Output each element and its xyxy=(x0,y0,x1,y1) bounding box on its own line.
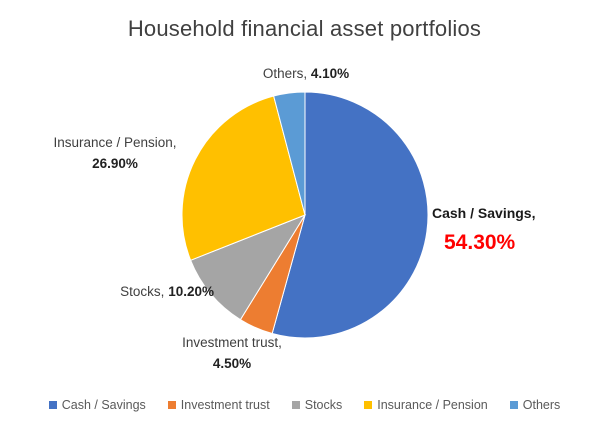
pie-chart-graphic xyxy=(182,92,428,338)
chart-title: Household financial asset portfolios xyxy=(127,16,482,41)
legend-item-label: Cash / Savings xyxy=(61,398,146,412)
pie-label-others-value: 4.10% xyxy=(310,66,350,81)
legend-item-label: Stocks xyxy=(304,398,343,412)
legend-swatch-icon xyxy=(48,401,57,409)
pie-label-insurance-pension-name: Insurance / Pension, xyxy=(53,135,177,150)
legend-item-cash-savings[interactable]: Cash / Savings xyxy=(48,398,146,412)
legend-swatch-icon xyxy=(509,401,518,409)
pie-label-investment-trust-name: Investment trust, xyxy=(182,335,282,350)
legend-swatch-icon xyxy=(291,401,300,409)
pie-label-insurance-pension-value: 26.90% xyxy=(92,155,138,171)
pie-slice-others xyxy=(273,92,306,216)
pie-label-cash-savings: Cash / Savings, 54.30% xyxy=(432,203,604,259)
pie-label-cash-savings-value: 54.30% xyxy=(444,230,516,254)
pie-label-stocks: Stocks, 10.20% xyxy=(74,282,214,303)
pie-label-investment-trust-value: 4.50% xyxy=(212,355,252,371)
pie-label-stocks-name: Stocks, xyxy=(120,284,165,299)
legend-swatch-icon xyxy=(364,401,373,409)
legend-item-label: Others xyxy=(522,398,561,412)
pie-label-others: Others, 4.10% xyxy=(218,64,394,85)
legend-item-label: Insurance / Pension xyxy=(377,398,488,412)
legend-swatch-icon xyxy=(167,401,176,409)
pie-label-stocks-value: 10.20% xyxy=(168,284,214,299)
chart-legend: Cash / Savings Investment trust Stocks Insu… xyxy=(0,398,609,412)
pie-label-cash-savings-name: Cash / Savings, xyxy=(432,205,536,221)
pie-slice-cash-savings xyxy=(271,92,428,338)
pie-slice-stocks xyxy=(189,213,307,321)
legend-item-label: Investment trust xyxy=(180,398,270,412)
pie-label-investment-trust: Investment trust, 4.50% xyxy=(152,333,312,375)
legend-item-others[interactable]: Others xyxy=(509,398,561,412)
legend-item-stocks[interactable]: Stocks xyxy=(291,398,343,412)
pie-slice-insurance-pension xyxy=(182,95,306,261)
pie-label-others-name: Others, xyxy=(262,66,308,81)
pie-slices-group xyxy=(182,92,428,338)
legend-item-insurance-pension[interactable]: Insurance / Pension xyxy=(364,398,488,412)
pie-label-insurance-pension: Insurance / Pension, 26.90% xyxy=(22,133,208,175)
legend-item-investment-trust[interactable]: Investment trust xyxy=(167,398,270,412)
